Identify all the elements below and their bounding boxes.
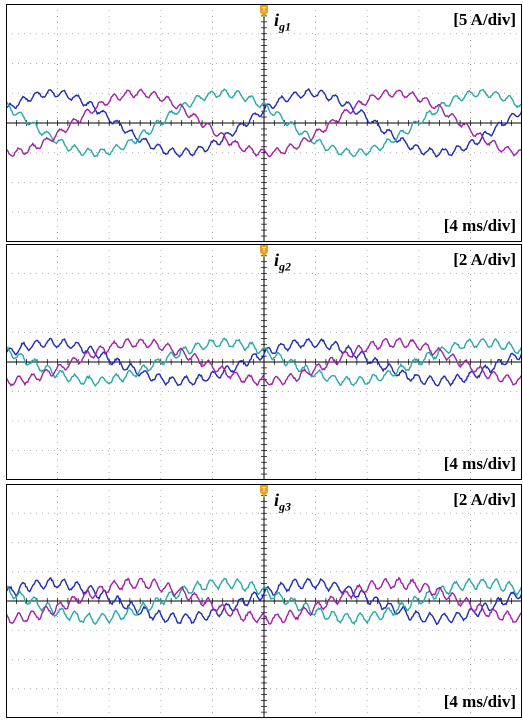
trace-phase-b <box>6 88 522 158</box>
svg-text:T: T <box>262 7 267 14</box>
trace-phase-a <box>6 337 522 387</box>
time-scale-ig1: [4 ms/div] <box>443 216 516 235</box>
trigger-marker-icon: T <box>259 244 269 258</box>
time-scale-ig3: [4 ms/div] <box>443 692 516 711</box>
trace-phase-c <box>6 337 522 387</box>
signal-label-ig2: ig2 <box>274 250 292 274</box>
svg-text:T: T <box>262 487 267 494</box>
scope-panel-ig1: T ig1 [5 A/div] [4 ms/div] <box>6 4 522 242</box>
scope-panel-ig2: T ig2 [2 A/div] [4 ms/div] <box>6 244 522 480</box>
amplitude-scale-ig1: [5 A/div] <box>453 10 516 29</box>
trace-phase-c <box>6 88 522 158</box>
svg-text:T: T <box>262 247 267 254</box>
signal-label-ig1: ig1 <box>274 10 292 34</box>
trace-phase-c <box>6 576 522 625</box>
trace-phase-b <box>6 337 522 387</box>
amplitude-scale-ig3: [2 A/div] <box>453 490 516 509</box>
signal-label-ig3: ig3 <box>274 490 292 514</box>
scope-plot-ig3 <box>6 484 522 718</box>
time-scale-ig2: [4 ms/div] <box>443 454 516 473</box>
trigger-marker-icon: T <box>259 484 269 498</box>
scope-panel-ig3: T ig3 [2 A/div] [4 ms/div] <box>6 484 522 718</box>
trace-phase-a <box>6 87 522 159</box>
trace-phase-b <box>6 577 522 626</box>
trigger-marker-icon: T <box>259 4 269 18</box>
trace-phase-a <box>6 576 522 626</box>
scope-plot-ig2 <box>6 244 522 480</box>
scope-plot-ig1 <box>6 4 522 242</box>
amplitude-scale-ig2: [2 A/div] <box>453 250 516 269</box>
